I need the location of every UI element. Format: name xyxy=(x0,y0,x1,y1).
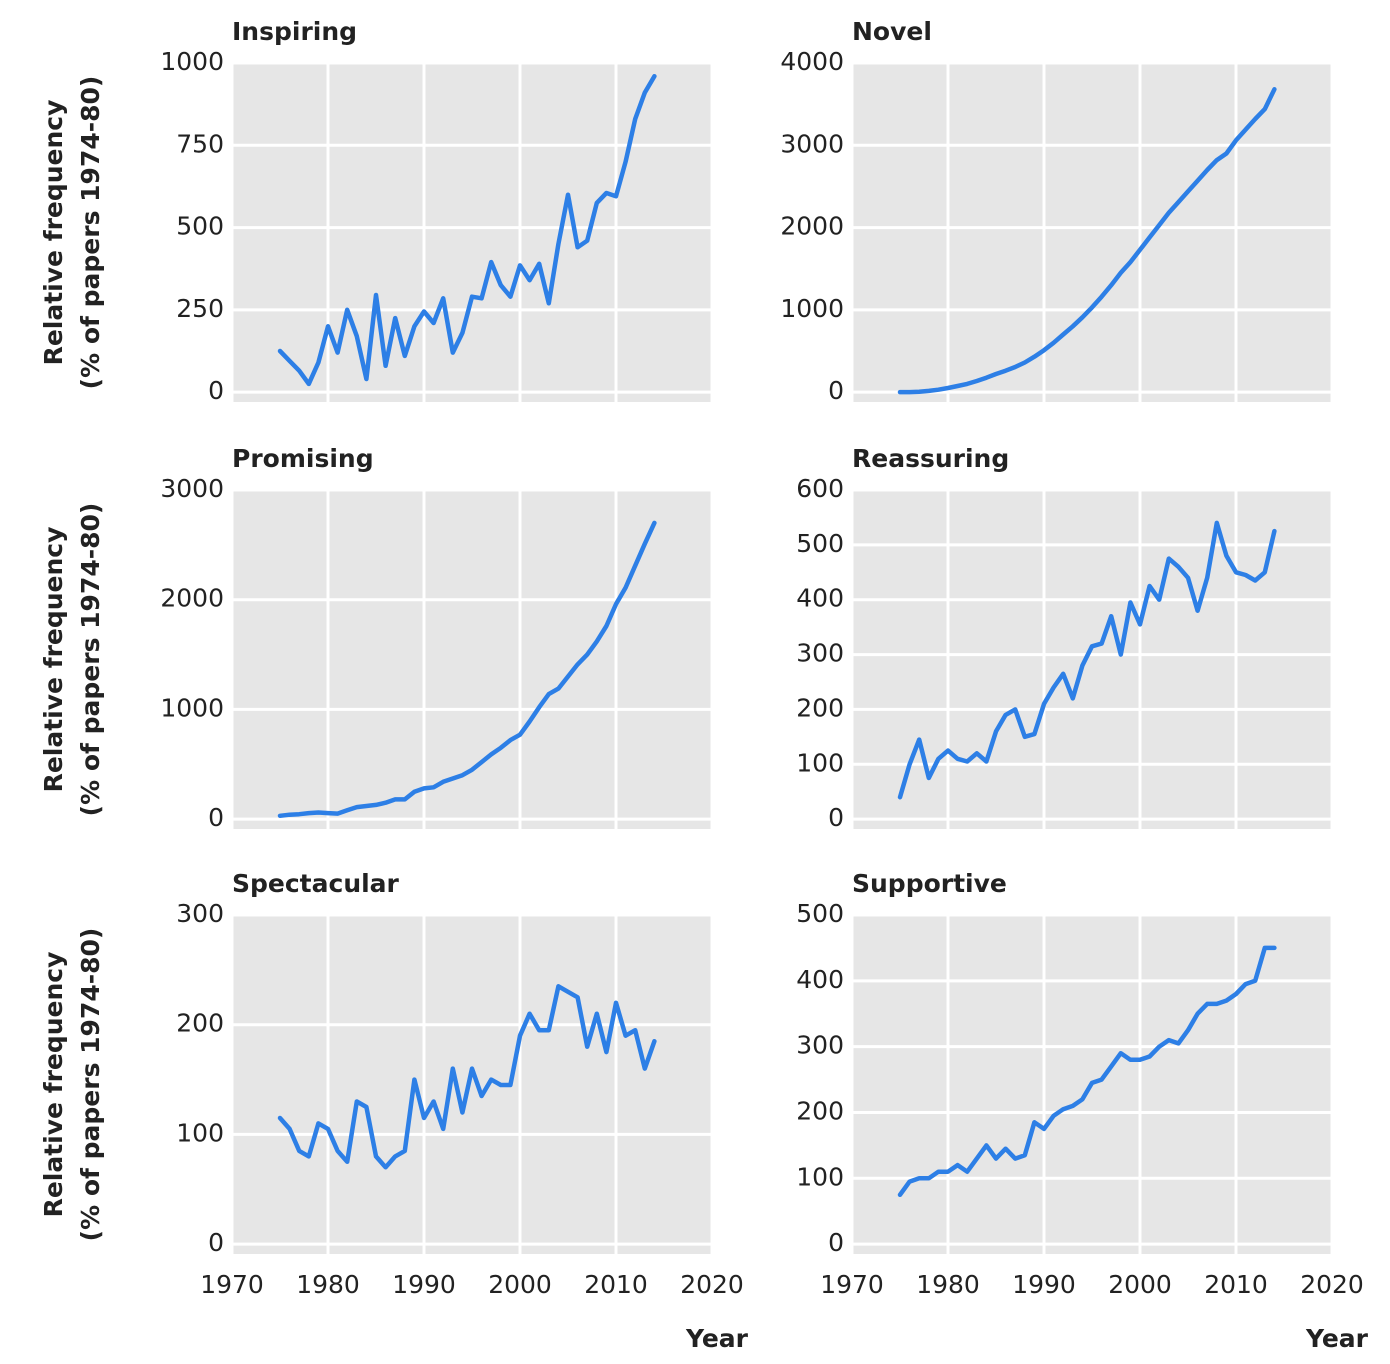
y-tick-label: 400 xyxy=(796,965,844,994)
y-tick-label: 4000 xyxy=(780,47,844,76)
y-tick-label: 0 xyxy=(208,803,224,832)
y-tick-label: 200 xyxy=(796,693,844,722)
x-tick-label: 2020 xyxy=(680,1270,744,1299)
y-tick-label: 100 xyxy=(796,1162,844,1191)
y-tick-label: 0 xyxy=(828,376,844,405)
y-tick-label: 400 xyxy=(796,584,844,613)
plot-background xyxy=(232,63,712,402)
y-tick-label: 250 xyxy=(176,294,224,323)
panel: Promising 0 1000 2000 3000 Relative frequency… xyxy=(39,444,714,832)
data-line xyxy=(897,520,1277,800)
data-line xyxy=(897,87,1277,395)
y-tick-label: 300 xyxy=(796,639,844,668)
x-axis-label: Year xyxy=(685,1324,749,1353)
y-axis-label: (% of papers 1974-80) xyxy=(76,928,105,1242)
y-tick-label: 3000 xyxy=(160,474,224,503)
y-axis-label: Relative frequency xyxy=(39,952,68,1218)
y-tick-label: 3000 xyxy=(780,129,844,158)
y-axis-label: Relative frequency xyxy=(39,100,68,366)
panel: Reassuring 0 100 200 300 400 500 600 xyxy=(796,444,1334,832)
x-tick-label: 1980 xyxy=(296,1270,360,1299)
y-tick-label: 600 xyxy=(796,474,844,503)
y-tick-label: 1000 xyxy=(780,294,844,323)
y-tick-label: 2000 xyxy=(780,212,844,241)
y-axis-label: (% of papers 1974-80) xyxy=(76,503,105,817)
y-tick-label: 500 xyxy=(176,212,224,241)
y-tick-label: 500 xyxy=(796,529,844,558)
panel-title: Spectacular xyxy=(232,869,400,898)
y-tick-label: 750 xyxy=(176,129,224,158)
y-tick-label: 2000 xyxy=(160,584,224,613)
plot-background xyxy=(232,490,712,829)
data-line xyxy=(277,984,657,1170)
panel: Supportive 0 100 200 300 400 500 1970 1980 1990 20… xyxy=(796,869,1368,1353)
y-tick-label: 0 xyxy=(828,803,844,832)
x-tick-label: 1990 xyxy=(392,1270,456,1299)
panel: Spectacular 0 100 200 300 1970 1980 1990 2000 201… xyxy=(39,869,749,1353)
y-tick-label: 1000 xyxy=(160,693,224,722)
panel: Inspiring 0 250 500 750 1000 Relative frequenc… xyxy=(39,17,714,405)
data-line xyxy=(277,520,657,819)
x-axis-label: Year xyxy=(1305,1324,1369,1353)
x-tick-label: 2000 xyxy=(1108,1270,1172,1299)
y-tick-label: 200 xyxy=(796,1096,844,1125)
panel-title: Reassuring xyxy=(852,444,1009,473)
y-tick-label: 300 xyxy=(796,1031,844,1060)
panel-title: Supportive xyxy=(852,869,1007,898)
x-tick-label: 2010 xyxy=(584,1270,648,1299)
y-tick-label: 500 xyxy=(796,899,844,928)
x-tick-label: 2000 xyxy=(488,1270,552,1299)
panel-title: Novel xyxy=(852,17,932,46)
y-axis-label: (% of papers 1974-80) xyxy=(76,76,105,390)
y-axis-label: Relative frequency xyxy=(39,527,68,793)
plot-background xyxy=(232,915,712,1254)
plot-background xyxy=(852,490,1332,829)
panel-title: Promising xyxy=(232,444,374,473)
panel-title: Inspiring xyxy=(232,17,357,46)
y-tick-label: 0 xyxy=(208,1228,224,1257)
y-tick-label: 100 xyxy=(176,1118,224,1147)
y-tick-label: 1000 xyxy=(160,47,224,76)
x-tick-label: 1970 xyxy=(200,1270,264,1299)
x-tick-label: 1970 xyxy=(820,1270,884,1299)
x-tick-label: 1990 xyxy=(1012,1270,1076,1299)
y-tick-label: 200 xyxy=(176,1009,224,1038)
x-tick-label: 2020 xyxy=(1300,1270,1364,1299)
y-tick-label: 0 xyxy=(828,1228,844,1257)
data-line xyxy=(277,73,657,387)
x-tick-label: 1980 xyxy=(916,1270,980,1299)
y-tick-label: 100 xyxy=(796,748,844,777)
data-line xyxy=(897,945,1277,1198)
panel: Novel 0 1000 2000 3000 4000 xyxy=(780,17,1334,405)
y-tick-label: 300 xyxy=(176,899,224,928)
x-tick-label: 2010 xyxy=(1204,1270,1268,1299)
y-tick-label: 0 xyxy=(208,376,224,405)
